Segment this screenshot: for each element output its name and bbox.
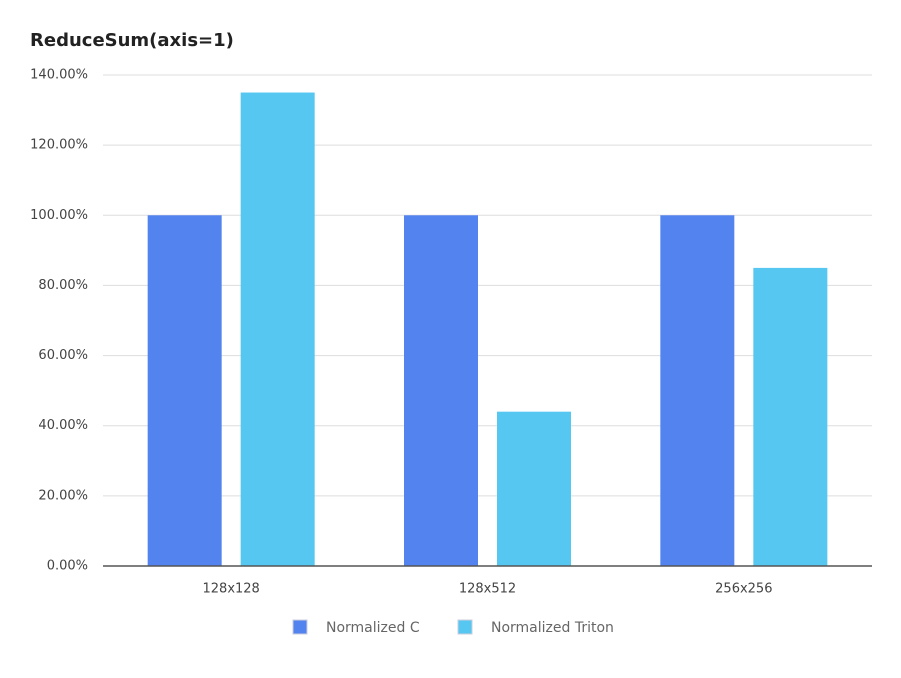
chart-title: ReduceSum(axis=1)	[30, 30, 234, 51]
bar	[497, 411, 571, 566]
legend-swatch	[457, 619, 473, 635]
y-tick-label: 40.00%	[38, 418, 88, 433]
bar	[660, 215, 735, 567]
x-tick-label: 128x128	[203, 582, 260, 597]
bar	[404, 215, 478, 567]
y-tick-label: 80.00%	[38, 278, 88, 293]
y-tick-label: 60.00%	[38, 348, 88, 363]
x-tick-label: 256x256	[715, 582, 772, 597]
legend-swatch	[292, 619, 308, 635]
y-tick-label: 0.00%	[47, 559, 88, 574]
bar	[753, 267, 828, 566]
legend-label: Normalized Triton	[491, 620, 614, 636]
bar	[147, 215, 222, 567]
legend-label: Normalized C	[326, 620, 420, 636]
y-tick-label: 100.00%	[30, 208, 88, 223]
y-tick-label: 140.00%	[30, 68, 88, 83]
bar	[240, 92, 315, 567]
y-tick-label: 20.00%	[38, 488, 88, 503]
y-tick-label: 120.00%	[30, 138, 88, 153]
x-tick-label: 128x512	[459, 582, 516, 597]
